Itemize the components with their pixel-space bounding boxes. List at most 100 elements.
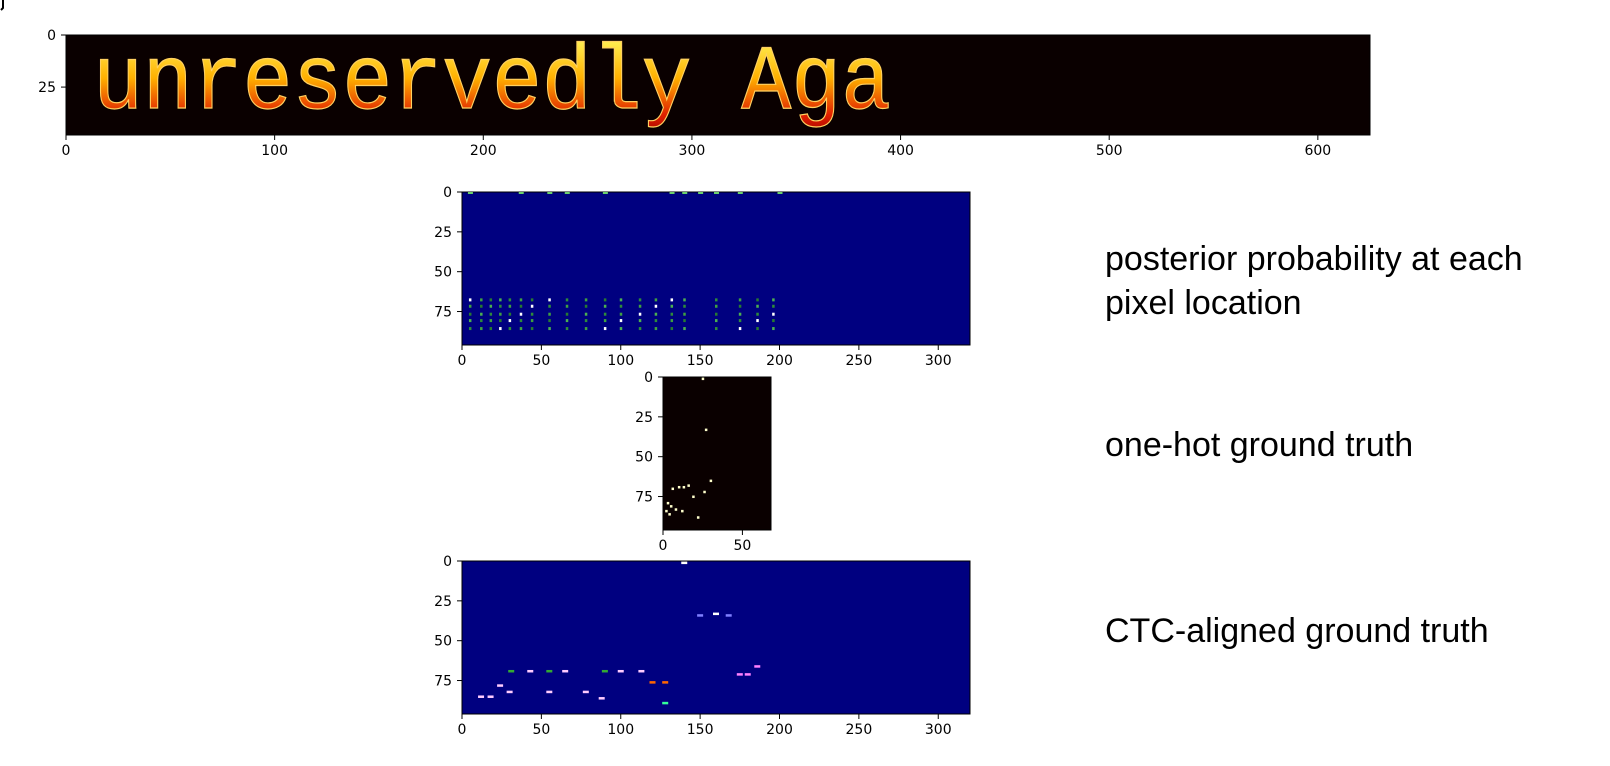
posterior-activation <box>468 298 472 302</box>
posterior-activation <box>499 327 502 331</box>
posterior-activation <box>619 312 623 316</box>
posterior-activation <box>489 327 493 331</box>
posterior-activation <box>584 327 588 331</box>
posterior-top-activation <box>698 192 704 194</box>
x-tick-label: 0 <box>458 722 467 738</box>
x-tick-label: 150 <box>687 353 714 369</box>
posterior-activation <box>619 327 623 331</box>
posterior-activation <box>548 298 551 302</box>
x-tick-label: 250 <box>846 353 873 369</box>
posterior-activation <box>565 312 569 316</box>
y-tick-label: 50 <box>434 265 452 281</box>
ctc-point <box>638 669 645 673</box>
one-hot-point <box>704 428 708 432</box>
posterior-activation <box>756 304 759 308</box>
posterior-activation <box>683 304 686 308</box>
posterior-annotation: posterior probability at each pixel loca… <box>1105 240 1523 322</box>
posterior-activation <box>756 298 759 302</box>
ctc-point <box>497 684 504 687</box>
corner-mark <box>0 0 4 11</box>
one-hot-point <box>668 513 671 516</box>
posterior-activation <box>670 298 674 302</box>
y-tick-label: 0 <box>644 370 653 386</box>
posterior-activation <box>480 327 483 331</box>
posterior-top-activation <box>737 192 743 194</box>
x-tick-label: 400 <box>887 143 914 159</box>
posterior-activation <box>772 304 775 308</box>
y-tick-label: 0 <box>443 554 452 570</box>
posterior-activation <box>480 304 483 308</box>
posterior-activation <box>480 298 483 302</box>
ctc-point <box>508 669 515 673</box>
posterior-activation <box>584 304 588 308</box>
ctc-point <box>506 690 513 694</box>
posterior-activation <box>683 319 686 323</box>
posterior-activation <box>603 312 607 316</box>
posterior-top-activation <box>777 192 783 194</box>
one-hot-point <box>696 516 700 519</box>
ctc-point <box>736 673 743 676</box>
posterior-activation <box>683 312 686 316</box>
ctc-aligned-heatmap <box>461 560 971 715</box>
posterior-activation <box>584 312 588 316</box>
input-image-panel: unreservedly Aga 0 100 200 300 400 500 600 0 25 <box>38 28 1371 159</box>
one-hot-point <box>687 484 690 487</box>
posterior-activation <box>715 298 718 302</box>
posterior-activation <box>584 298 588 302</box>
posterior-activation <box>480 319 483 323</box>
ctc-point <box>754 665 761 668</box>
posterior-activation <box>499 312 502 316</box>
posterior-activation <box>738 327 742 331</box>
posterior-activation <box>530 298 534 302</box>
posterior-activation <box>638 304 642 308</box>
posterior-activation <box>619 304 623 308</box>
posterior-activation <box>670 304 674 308</box>
x-tick-label: 100 <box>607 353 634 369</box>
posterior-activation <box>508 319 512 323</box>
posterior-activation <box>715 312 718 316</box>
one-hot-point <box>665 509 668 513</box>
posterior-activation <box>519 327 523 331</box>
posterior-activation <box>519 298 523 302</box>
y-tick-label: 50 <box>434 634 452 650</box>
ctc-aligned-panel: 0 50 100 150 200 250 300 0 25 50 75 <box>434 554 971 738</box>
posterior-activation <box>619 298 623 302</box>
posterior-activation <box>715 304 718 308</box>
posterior-activation <box>683 327 686 331</box>
posterior-activation <box>756 312 759 316</box>
posterior-activation <box>738 304 742 308</box>
one-hot-point <box>692 495 695 499</box>
one-hot-point <box>666 501 670 505</box>
ctc-point <box>617 669 624 673</box>
one-hot-point <box>681 509 684 513</box>
x-tick-label: 50 <box>532 353 550 369</box>
posterior-activation <box>530 312 534 316</box>
posterior-activation <box>715 327 718 331</box>
x-tick-label: 200 <box>470 143 497 159</box>
one-hot-heatmap <box>662 376 772 531</box>
y-tick-label: 0 <box>47 28 56 44</box>
posterior-activation <box>565 298 569 302</box>
x-tick-label: 600 <box>1304 143 1331 159</box>
posterior-activation <box>738 312 742 316</box>
posterior-activation <box>638 327 642 331</box>
ctc-point <box>562 669 569 673</box>
ctc-point <box>744 673 751 676</box>
posterior-top-activation <box>669 192 675 194</box>
one-hot-point <box>671 487 675 491</box>
posterior-top-activation <box>547 192 553 194</box>
one-hot-point <box>703 490 706 494</box>
posterior-activation <box>638 298 642 302</box>
posterior-activation <box>619 319 623 323</box>
x-tick-label: 200 <box>766 722 793 738</box>
posterior-activation <box>499 304 502 308</box>
y-tick-label: 25 <box>434 225 452 241</box>
x-tick-label: 150 <box>687 722 714 738</box>
posterior-activation <box>468 312 472 316</box>
ctc-point <box>487 695 494 698</box>
posterior-activation <box>519 304 523 308</box>
x-tick-label: 0 <box>458 353 467 369</box>
ctc-point <box>546 690 553 694</box>
one-hot-point <box>682 485 686 489</box>
y-tick-label: 25 <box>434 594 452 610</box>
